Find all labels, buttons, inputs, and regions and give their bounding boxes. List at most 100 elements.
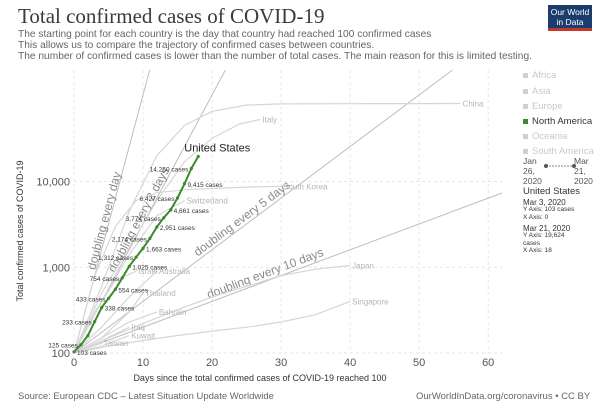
- x-tick-label: 30: [275, 357, 287, 369]
- legend-label: South America: [532, 146, 594, 157]
- data-label: 4,661 cases: [174, 208, 210, 215]
- data-point: [113, 287, 118, 291]
- x-tick-label: 0: [71, 357, 77, 369]
- data-point: [169, 208, 173, 212]
- legend-item-asia[interactable]: Asia: [523, 86, 550, 97]
- chart-subtitle-3: The number of confirmed cases is lower t…: [18, 51, 532, 62]
- data-point: [141, 246, 145, 250]
- x-tick-label: 20: [206, 357, 218, 369]
- series-label-taiwan: Taiwan: [104, 339, 129, 348]
- axis-ticks: 0 10 20 30 40 50 60 100 1,000 10,000: [36, 177, 494, 369]
- y-axis-label: Total confirmed cases of COVID-19: [15, 160, 25, 302]
- series-line-bahrain: [73, 311, 158, 354]
- tooltip-point-2-x: X Axis: 18: [523, 247, 552, 255]
- data-label: 433 cases: [76, 296, 106, 303]
- background-series-labels: China Italy South Korea Switzerland Israel Au…: [104, 100, 484, 349]
- timeline-start-year: 2020: [523, 176, 542, 186]
- y-tick-label: 1,000: [42, 262, 70, 274]
- footer-credit[interactable]: OurWorldInData.org/coronavirus • CC BY: [416, 391, 591, 402]
- doubling-guide-label: doubling every 5 days: [191, 178, 293, 259]
- data-label: 754 cases: [90, 276, 120, 283]
- doubling-guide-line: [73, 192, 503, 354]
- legend-swatch: [523, 88, 528, 94]
- series-line-switzerland: [73, 200, 185, 354]
- legend-label: Oceania: [532, 131, 568, 142]
- data-point: [162, 216, 166, 220]
- data-label: 1,025 cases: [132, 264, 168, 271]
- timeline-slider[interactable]: [544, 163, 576, 169]
- legend-label: Asia: [532, 86, 551, 97]
- legend-item-europe[interactable]: Europe: [523, 101, 563, 112]
- legend-item-africa[interactable]: Africa: [523, 70, 556, 81]
- y-tick-label: 10,000: [36, 177, 70, 189]
- legend-label: Europe: [532, 101, 563, 112]
- x-tick-label: 50: [413, 357, 425, 369]
- data-point: [196, 154, 200, 159]
- series-label-israel: Israel: [138, 267, 158, 276]
- data-point: [182, 182, 187, 186]
- footer-source: Source: European CDC – Latest Situation …: [18, 391, 274, 402]
- data-label: 2,951 cases: [160, 225, 196, 232]
- y-tick-label: 100: [52, 348, 70, 360]
- legend-swatch: [523, 103, 528, 109]
- x-tick-label: 60: [482, 357, 494, 369]
- tooltip-point-1-date: Mar 3, 2020: [523, 198, 566, 207]
- tooltip-point-2-y: Y Axis: 19,624: [523, 232, 565, 240]
- x-tick-label: 40: [344, 357, 356, 369]
- series-label-australia: Australia: [159, 267, 191, 276]
- timeline-start[interactable]: Jan 26, 2020: [523, 156, 542, 186]
- data-point: [134, 255, 138, 259]
- series-label-kuwait: Kuwait: [131, 332, 156, 341]
- logo-line-1: Our World: [550, 7, 590, 17]
- tooltip-point-1: Mar 3, 2020 Y Axis: 103 cases X Axis: 0: [523, 198, 575, 221]
- tooltip-point-1-x: X Axis: 0: [523, 213, 549, 221]
- data-point: [79, 343, 83, 347]
- series-label-switzerland: Switzerland: [186, 197, 227, 206]
- data-label: 9,415 cases: [187, 182, 223, 189]
- tooltip-point-1-y: Y Axis: 103 cases: [523, 206, 575, 214]
- data-point: [189, 166, 193, 170]
- x-tick-label: 10: [137, 357, 149, 369]
- legend-item-south-america[interactable]: South America: [523, 146, 594, 157]
- data-label: 338 cases: [105, 306, 135, 313]
- legend-item-oceania[interactable]: Oceania: [523, 131, 567, 142]
- chart-subtitle-2: This allows us to compare the trajectory…: [18, 40, 375, 51]
- data-label: 2,174 cases: [112, 236, 148, 243]
- data-label: 103 cases: [77, 350, 107, 357]
- data-label: 125 cases: [48, 343, 78, 350]
- legend-item-north-america[interactable]: North America: [523, 116, 592, 127]
- series-line-israel: [73, 270, 137, 354]
- legend-swatch: [523, 133, 528, 139]
- data-label: 3,774 cases: [126, 216, 162, 223]
- data-point: [100, 306, 104, 310]
- tooltip-country: United States: [523, 186, 581, 197]
- series-label-japan: Japan: [352, 261, 374, 270]
- series-label-singapore: Singapore: [352, 297, 389, 306]
- series-line-australia: [73, 270, 158, 354]
- series-label-south-korea: South Korea: [283, 182, 328, 191]
- data-point: [155, 225, 159, 229]
- series-label-thailand: Thailand: [145, 289, 176, 298]
- timeline-end-year: 2020: [574, 176, 593, 186]
- series-line-south-korea: [73, 185, 282, 354]
- grid-lines: [73, 70, 502, 354]
- data-label: 554 cases: [118, 287, 148, 294]
- doubling-guide-label: doubling every 10 days: [205, 245, 326, 301]
- legend-swatch: [523, 148, 528, 154]
- timeline-end-month: Mar: [574, 156, 589, 166]
- data-point: [148, 236, 152, 240]
- data-point: [175, 196, 180, 200]
- series-label-bahrain: Bahrain: [159, 308, 187, 317]
- series-label-united-states: United States: [184, 142, 251, 154]
- legend-label: North America: [532, 116, 593, 127]
- timeline-end[interactable]: Mar 21, 2020: [574, 156, 593, 186]
- owid-logo[interactable]: Our World in Data: [548, 5, 592, 31]
- chart-subtitle-1: The starting point for each country is t…: [18, 29, 432, 40]
- series-line-singapore: [73, 300, 351, 354]
- background-series: [73, 102, 461, 354]
- data-label: 1,663 cases: [146, 246, 182, 253]
- x-axis-label: Days since the total confirmed cases of …: [133, 373, 387, 383]
